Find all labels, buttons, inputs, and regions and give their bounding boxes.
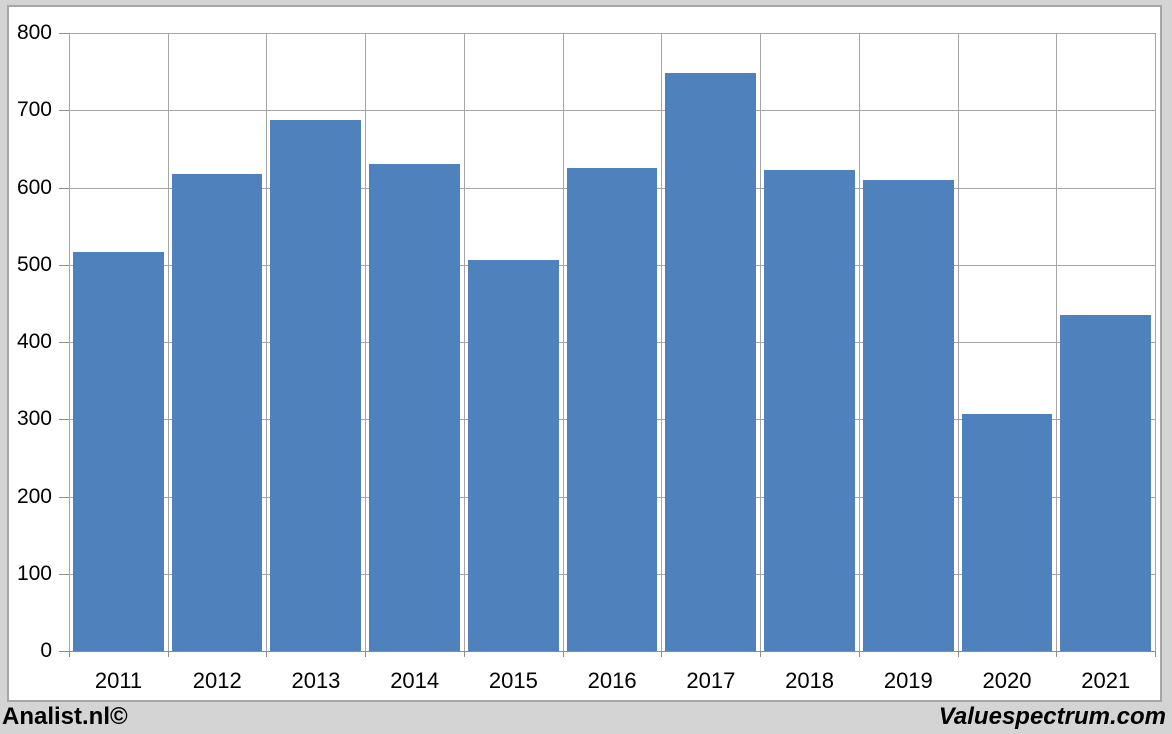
x-axis-tick: [562, 651, 564, 657]
bar-2012: [171, 173, 263, 651]
x-axis-label: 2021: [1081, 668, 1131, 693]
y-axis-tick: [59, 419, 69, 421]
y-axis-label: 300: [16, 407, 52, 431]
x-axis-tick: [266, 651, 268, 657]
vertical-gridline: [1155, 33, 1156, 651]
y-axis-label: 700: [16, 98, 52, 122]
bar-2013: [270, 119, 362, 651]
footer-brand-left: Analist.nl©: [2, 703, 128, 730]
horizontal-gridline: [69, 110, 1155, 112]
y-axis-tick: [59, 33, 69, 34]
x-axis-label: 2019: [883, 668, 933, 693]
footer-brand-right: Valuespectrum.com: [938, 703, 1166, 730]
x-axis-label: 2017: [686, 668, 736, 693]
y-axis-tick: [59, 264, 69, 266]
x-axis-label: 2014: [390, 668, 440, 693]
bar-2014: [369, 163, 460, 651]
y-axis-tick: [59, 110, 69, 112]
x-axis-label: 2020: [982, 668, 1032, 693]
x-axis-tick: [760, 651, 762, 657]
x-axis-tick: [661, 651, 663, 657]
bar-2019: [862, 179, 954, 651]
y-axis-label: 0: [40, 639, 52, 662]
bar-2017: [665, 73, 757, 651]
x-axis-line: [69, 651, 1155, 652]
y-axis-label: 800: [16, 21, 52, 44]
horizontal-gridline: [69, 33, 1155, 34]
y-axis-tick: [59, 573, 69, 575]
bar-2011: [73, 251, 164, 651]
bar-2020: [961, 413, 1053, 651]
y-axis-tick: [59, 187, 69, 189]
x-axis-label: 2015: [488, 668, 538, 693]
plot-area: [69, 33, 1156, 652]
x-axis-tick: [1155, 651, 1156, 657]
x-axis-tick: [957, 651, 959, 657]
y-axis-tick: [59, 342, 69, 343]
x-axis-label: 2012: [192, 668, 242, 693]
y-axis-label: 400: [16, 330, 52, 353]
bar-2015: [467, 260, 559, 651]
x-axis-tick: [858, 651, 860, 657]
x-axis-tick: [1056, 651, 1058, 657]
bar-2016: [566, 168, 658, 651]
x-axis-label: 2013: [291, 668, 341, 693]
x-axis-tick: [69, 651, 70, 657]
bar-2018: [764, 169, 855, 651]
x-axis-label: 2011: [94, 668, 143, 693]
x-axis-label: 2018: [785, 668, 835, 693]
bar-2021: [1060, 314, 1151, 651]
y-axis-tick: [59, 651, 69, 652]
y-axis-tick: [59, 496, 69, 498]
y-axis-label: 500: [16, 252, 52, 276]
y-axis-label: 600: [16, 175, 52, 199]
y-axis-label: 200: [16, 484, 52, 508]
x-axis-tick: [463, 651, 465, 657]
x-axis-label: 2016: [587, 668, 637, 693]
x-axis-tick: [167, 651, 169, 657]
y-axis-label: 100: [16, 561, 52, 585]
x-axis-tick: [365, 651, 367, 657]
